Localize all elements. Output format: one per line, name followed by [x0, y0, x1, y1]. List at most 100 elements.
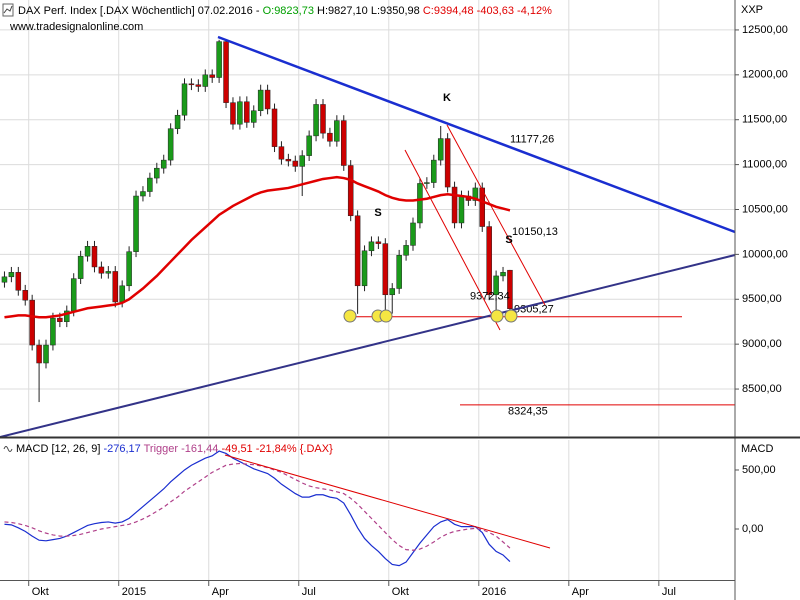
x-tick-label: 2016: [482, 586, 506, 598]
channel-line: [404, 149, 501, 331]
y-tick-label: 11500,00: [742, 114, 787, 126]
y-tick-label: 12500,00: [742, 24, 788, 36]
summary: O:9823,73: [263, 5, 314, 17]
legend-extra: -49,51 -21,84% {.DAX}: [221, 443, 333, 455]
legend-entry: Trigger: [144, 443, 179, 455]
y-tick-label: 500,00: [742, 464, 776, 476]
macd-trendline: [224, 454, 551, 549]
candle-body: [278, 146, 285, 160]
candle-body: [389, 288, 395, 296]
candle-body: [1, 276, 8, 283]
candle-body: [458, 195, 465, 224]
candle-body: [327, 132, 333, 142]
chart-title: DAX Perf. Index [.DAX Wöchentlich] 07.02…: [18, 5, 260, 17]
candle-body: [472, 187, 479, 201]
candle-body: [417, 183, 423, 224]
candle-body: [174, 114, 181, 129]
y-tick-label: 8500,00: [742, 383, 782, 395]
candle-body: [507, 269, 513, 309]
candle-body: [188, 83, 195, 86]
marker: [490, 309, 504, 323]
candle-body: [57, 317, 63, 322]
x-tick-label: Jul: [662, 586, 676, 598]
candle-body: [202, 74, 209, 87]
chart-icon: [2, 3, 14, 17]
y-tick-label: 10500,00: [742, 203, 788, 215]
candle-body: [133, 195, 139, 252]
macd-line: [4, 462, 511, 551]
moving-average: [4, 175, 511, 319]
candle-body: [237, 101, 243, 125]
candle-body: [126, 251, 132, 287]
candle-body: [313, 104, 319, 137]
candle-body: [22, 290, 28, 301]
y-tick-label: 9000,00: [742, 338, 782, 350]
candle-body: [299, 155, 305, 167]
level-label: 10150,13: [512, 226, 558, 238]
candle-body: [209, 74, 215, 78]
x-tick-label: Apr: [572, 586, 589, 598]
legend-value: -276,17: [103, 443, 140, 455]
candle-body: [36, 344, 42, 364]
candle-body: [15, 272, 22, 291]
marker: [343, 309, 357, 323]
candle-body: [437, 138, 444, 161]
axis-label: XXP: [741, 4, 763, 16]
candle-body: [84, 246, 91, 257]
candle-body: [375, 241, 382, 244]
candle-body: [250, 110, 257, 123]
candle-body: [396, 255, 402, 289]
candle-body: [403, 245, 409, 256]
candle-body: [354, 215, 361, 287]
candle-body: [292, 160, 299, 167]
candle-body: [216, 41, 222, 78]
summary: C:9394,48 -403,63 -4,12%: [423, 5, 552, 17]
x-tick-label: 2015: [122, 586, 146, 598]
x-tick-label: Okt: [392, 586, 409, 598]
macd-line: [4, 450, 511, 567]
icon-line: [3, 5, 13, 14]
candle-body: [361, 250, 368, 287]
x-tick-label: Jul: [302, 586, 316, 598]
candle-body: [500, 272, 506, 277]
marker: [504, 309, 518, 323]
candle-body: [264, 89, 271, 110]
candle-body: [368, 241, 375, 252]
axis-label: MACD: [741, 443, 773, 455]
candle-body: [341, 120, 347, 166]
level-label: 11177,26: [510, 134, 554, 146]
header: DAX Perf. Index [.DAX Wöchentlich] 07.02…: [18, 5, 552, 17]
candle-body: [77, 255, 84, 279]
candle-body: [50, 317, 56, 346]
candle-body: [29, 299, 35, 346]
candle-body: [223, 41, 229, 103]
legend-value: -161,44: [181, 443, 218, 455]
candle-body: [140, 191, 146, 197]
candle-body: [167, 128, 174, 161]
candle-body: [444, 138, 451, 188]
candle-body: [486, 226, 492, 296]
macd-icon: [3, 446, 13, 452]
candle-body: [160, 159, 167, 169]
pattern-label: S: [505, 234, 512, 246]
channel-line: [446, 124, 546, 306]
candle-body: [195, 84, 202, 87]
y-tick-label: 0,00: [742, 523, 763, 535]
candle-body: [70, 278, 77, 312]
summary: L:9350,98: [371, 5, 420, 17]
level-label: 8324,35: [508, 406, 548, 418]
candle-body: [181, 83, 188, 116]
x-tick-label: Okt: [32, 586, 49, 598]
y-tick-label: 11000,00: [742, 159, 787, 171]
candle-body: [64, 310, 70, 322]
candle-body: [154, 167, 160, 179]
candle-body: [119, 285, 125, 303]
legend-entry: MACD [12, 26, 9]: [16, 443, 100, 455]
candle-body: [271, 108, 278, 147]
candle-body: [493, 275, 499, 296]
candle-body: [91, 246, 98, 268]
x-tick-label: Apr: [212, 586, 229, 598]
candle-body: [43, 344, 49, 364]
